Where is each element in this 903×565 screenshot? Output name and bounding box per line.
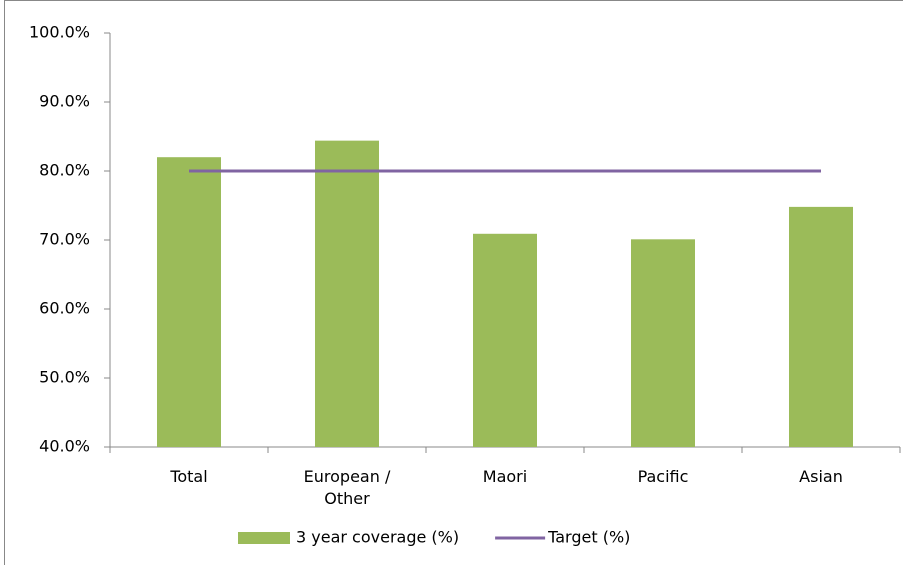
bar — [473, 233, 537, 447]
x-tick-label: Total — [170, 467, 208, 486]
y-tick-label: 100.0% — [29, 23, 90, 42]
legend-label: 3 year coverage (%) — [296, 528, 459, 547]
x-tick-label: Asian — [799, 467, 843, 486]
bar — [315, 140, 379, 447]
legend-label: Target (%) — [547, 528, 630, 547]
y-tick-label: 60.0% — [39, 299, 90, 318]
legend-swatch — [238, 532, 290, 544]
y-tick-label: 50.0% — [39, 368, 90, 387]
bar — [157, 157, 221, 447]
x-tick-label: Pacific — [637, 467, 689, 486]
y-tick-label: 40.0% — [39, 437, 90, 456]
chart-border — [4, 0, 903, 565]
y-tick-label: 70.0% — [39, 230, 90, 249]
bar — [631, 239, 695, 447]
bar — [789, 206, 853, 447]
x-tick-label: Maori — [482, 467, 528, 486]
y-tick-label: 80.0% — [39, 161, 90, 180]
x-tick-label: European / Other — [303, 467, 391, 508]
y-tick-label: 90.0% — [39, 92, 90, 111]
